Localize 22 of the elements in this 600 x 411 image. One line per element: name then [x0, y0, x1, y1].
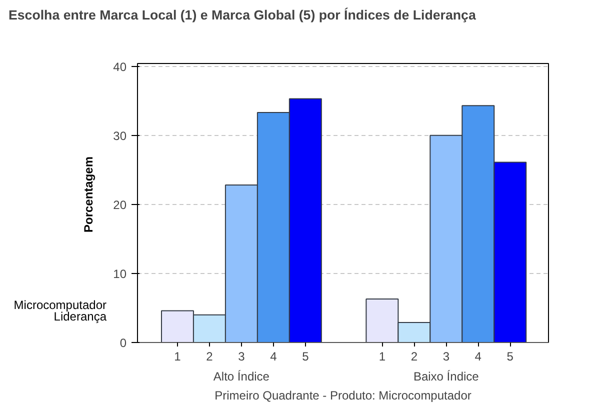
text: 3 [442, 350, 450, 364]
text: 5 [506, 350, 514, 364]
series-label: 3 [238, 350, 246, 364]
series-label: 4 [270, 350, 278, 364]
x-axis-title: Primeiro Quadrante - Produto: Microcomputador [214, 388, 472, 402]
y-tick-label: 30 [113, 128, 127, 143]
series-label: 1 [174, 350, 182, 364]
y-axis-title: Porcentagem [82, 156, 96, 232]
x-tick-label: Alto Índice [213, 370, 270, 384]
y-tick-label: 10 [113, 266, 127, 281]
y-tick-label: 40 [113, 60, 127, 74]
series-label: 2 [206, 350, 214, 364]
text: Liderança [54, 310, 107, 324]
series-label: 5 [302, 350, 310, 364]
y-tick-label: 0 [120, 336, 127, 350]
text: 2 [410, 350, 418, 364]
text: Microcomputador [14, 298, 107, 312]
y-tick-label: 20 [113, 198, 127, 212]
text: 1 [378, 350, 386, 364]
chart-title: Escolha entre Marca Local (1) e Marca Global (5) por Índices de Liderança [8, 8, 476, 22]
x-tick-label: Baixo Índice [413, 370, 480, 384]
text: 4 [474, 350, 482, 364]
